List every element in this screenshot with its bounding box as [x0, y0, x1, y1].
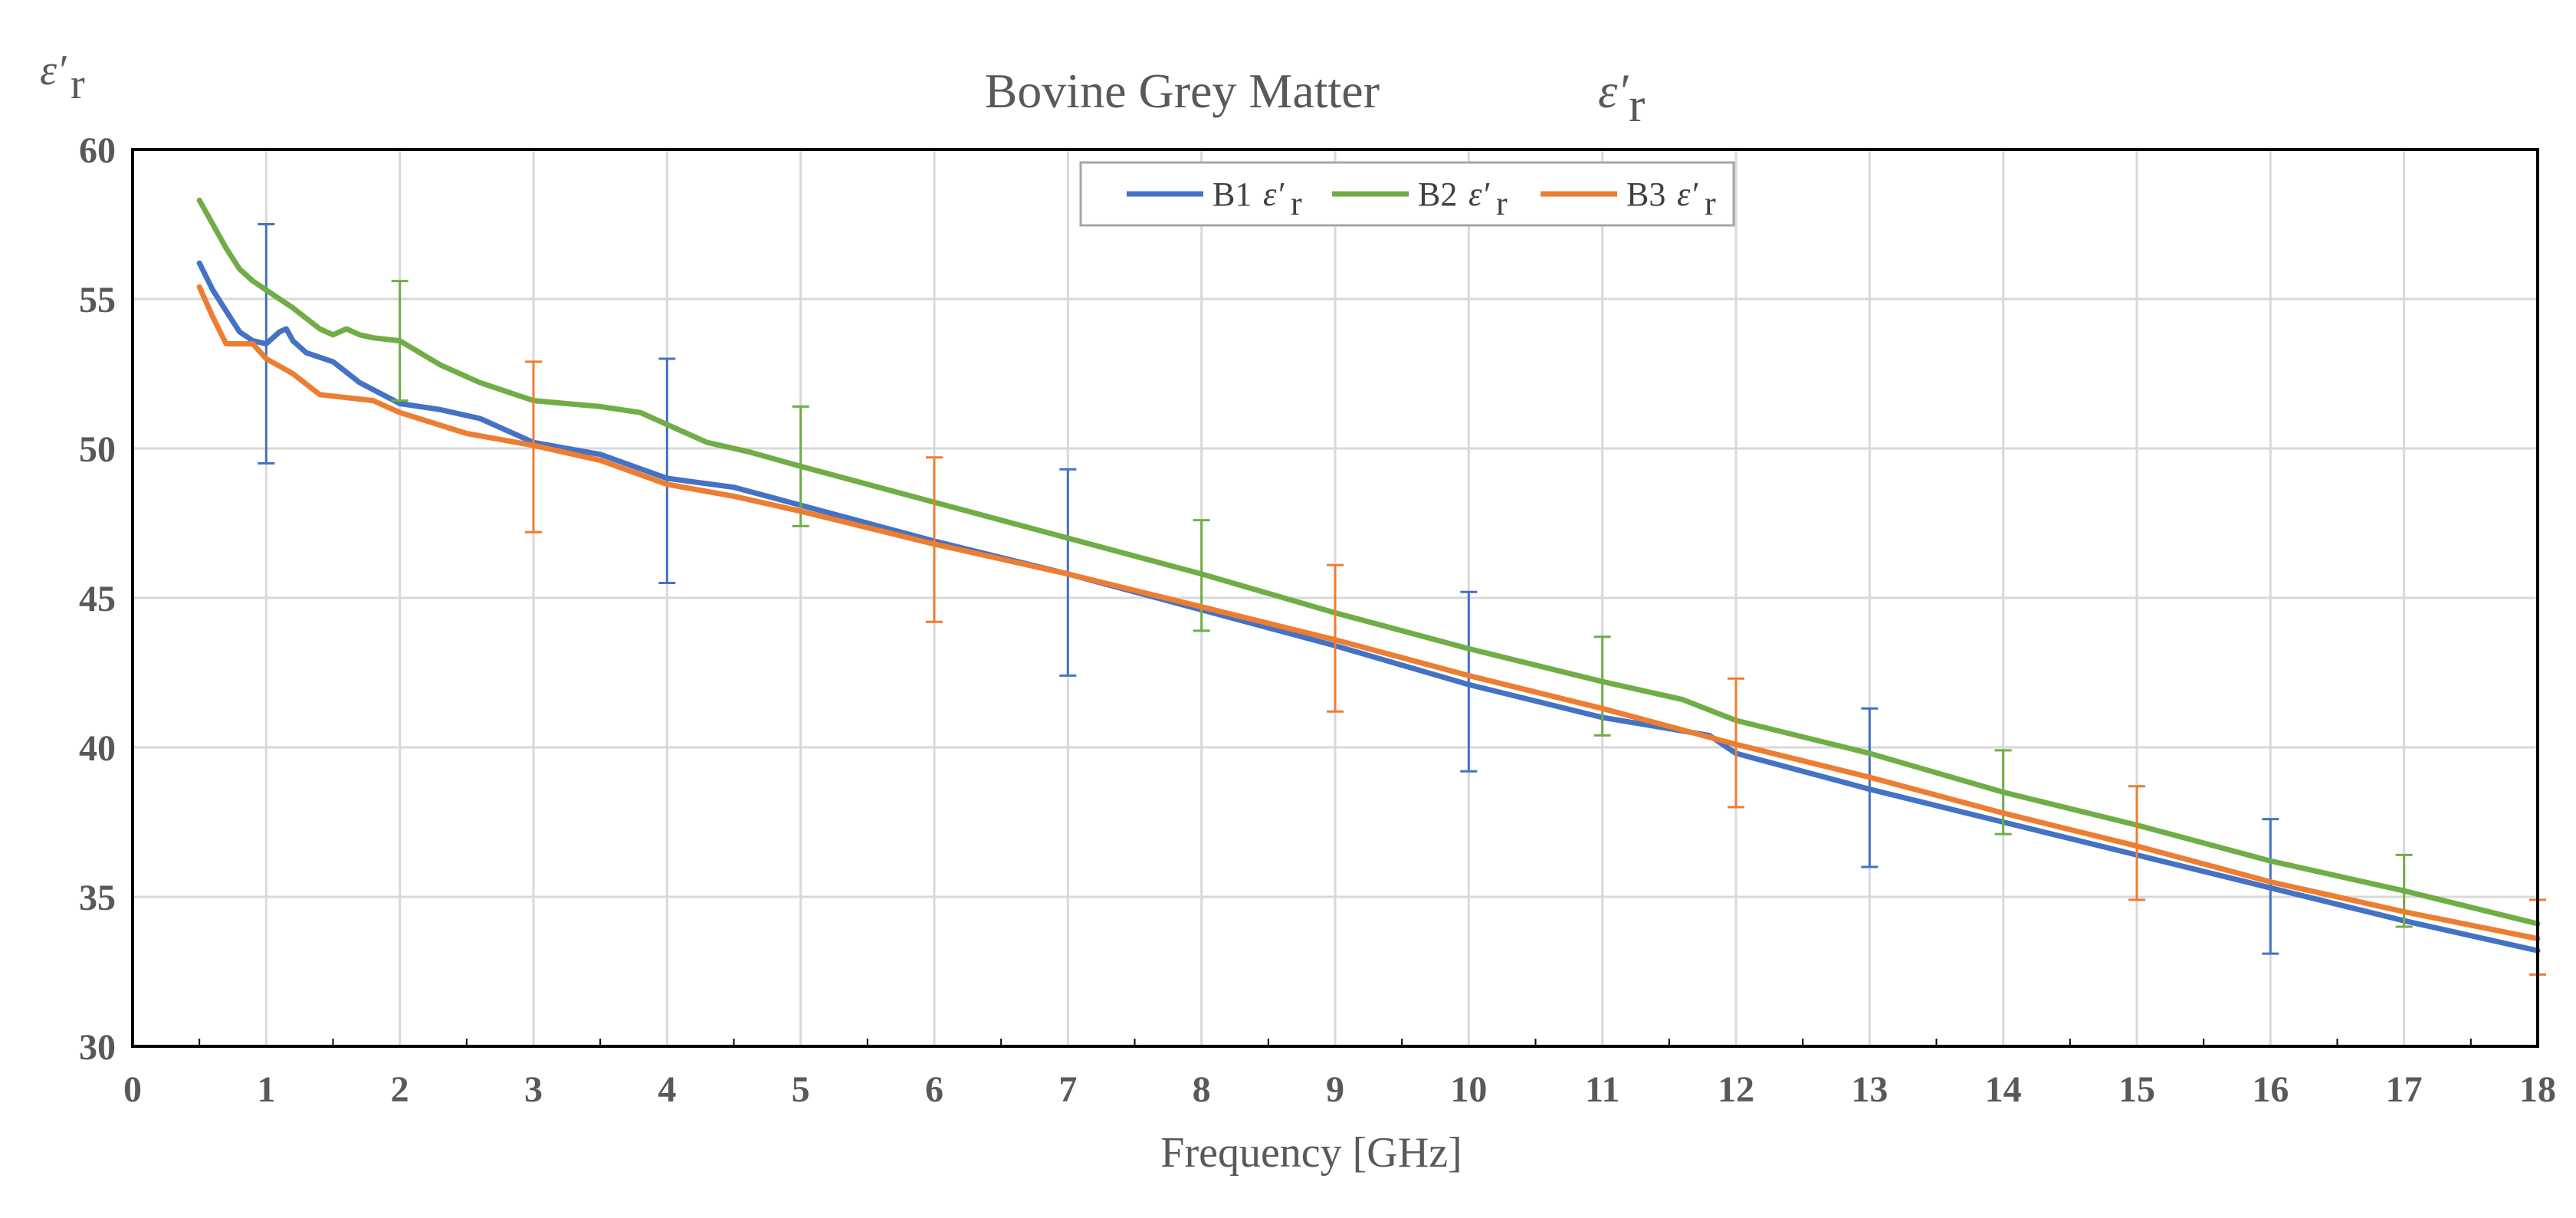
legend-item-b2: B2 ε′ r — [1332, 176, 1508, 222]
legend-label-b3: B3 — [1626, 176, 1665, 213]
error-bar-b3-15 — [2128, 785, 2145, 901]
tick-labels: 0 1 2 3 4 5 6 7 8 9 10 11 12 13 14 15 16 17 18303540455055… — [79, 130, 2556, 1110]
y-tick-label-50: 50 — [79, 429, 116, 470]
error-bar-b2-11 — [1593, 635, 1611, 737]
legend-item-b1: B1 ε′ r — [1127, 176, 1302, 222]
series-b1 — [196, 223, 2541, 955]
error-bar-b2-8 — [1193, 519, 1210, 632]
legend-symbol-b3: ε′ — [1677, 176, 1698, 213]
x-tick-label-3: 3 — [524, 1069, 543, 1110]
error-bar-b1-16 — [2262, 818, 2279, 955]
plot-area — [196, 197, 2546, 976]
error-bar-b1-1 — [258, 223, 275, 465]
legend-symbol-sub-b1: r — [1291, 185, 1302, 222]
error-bar-b2-5 — [792, 405, 809, 527]
x-tick-label-9: 9 — [1326, 1069, 1344, 1110]
chart-title-symbol: ε′ — [1598, 64, 1629, 118]
y-tick-label-30: 30 — [79, 1027, 116, 1068]
legend-symbol-sub-b3: r — [1705, 185, 1716, 222]
x-tick-label-5: 5 — [792, 1069, 810, 1110]
legend: B1 ε′ r B2 ε′ r B3 ε′ r — [1079, 161, 1735, 227]
series-line-b1 — [196, 260, 2541, 954]
legend-label-b2: B2 — [1418, 176, 1457, 213]
error-bar-b1-10 — [1460, 590, 1478, 773]
x-tick-label-17: 17 — [2386, 1069, 2423, 1110]
chart-title-symbol-sub: r — [1629, 77, 1645, 132]
x-tick-label-1: 1 — [257, 1069, 275, 1110]
grid — [133, 149, 2538, 1046]
series-line-b3 — [196, 284, 2541, 942]
error-bar-b2-14 — [1994, 749, 2012, 836]
plot-border — [131, 148, 2539, 1048]
error-bar-b3-3 — [525, 360, 542, 533]
y-tick-label-55: 55 — [79, 280, 116, 320]
error-bar-b1-4 — [658, 357, 676, 584]
x-tick-label-16: 16 — [2252, 1069, 2289, 1110]
x-tick-label-11: 11 — [1585, 1069, 1619, 1110]
x-tick-label-10: 10 — [1450, 1069, 1487, 1110]
y-tick-label-60: 60 — [79, 130, 116, 171]
axes — [131, 148, 2539, 1048]
legend-symbol-b1: ε′ — [1263, 176, 1285, 213]
x-tick-label-7: 7 — [1058, 1069, 1077, 1110]
y-axis-label-sub: r — [71, 61, 85, 108]
x-tick-label-13: 13 — [1851, 1069, 1888, 1110]
error-bar-b3-12 — [1728, 677, 1744, 809]
y-axis-label: ε′ — [40, 47, 67, 94]
y-tick-label-40: 40 — [79, 728, 116, 769]
x-tick-label-2: 2 — [391, 1069, 409, 1110]
error-bar-b2-2 — [391, 280, 409, 402]
x-tick-label-4: 4 — [658, 1069, 676, 1110]
legend-symbol-sub-b2: r — [1496, 185, 1508, 222]
y-tick-label-45: 45 — [79, 579, 116, 619]
x-axis-label: Frequency [GHz] — [1160, 1129, 1462, 1177]
x-tick-label-12: 12 — [1718, 1069, 1754, 1110]
series-b2 — [196, 197, 2541, 928]
x-tick-label-0: 0 — [123, 1069, 142, 1110]
error-bar-b2-17 — [2395, 853, 2413, 928]
chart-title: Bovine Grey Matter — [985, 64, 1380, 118]
x-tick-label-8: 8 — [1193, 1069, 1211, 1110]
x-tick-label-18: 18 — [2519, 1069, 2556, 1110]
legend-symbol-b2: ε′ — [1468, 176, 1490, 213]
legend-label-b1: B1 — [1213, 176, 1252, 213]
error-bar-b3-9 — [1327, 563, 1344, 713]
x-tick-label-15: 15 — [2118, 1069, 2155, 1110]
series-line-b2 — [196, 197, 2541, 927]
x-tick-label-6: 6 — [925, 1069, 943, 1110]
legend-item-b3: B3 ε′ r — [1541, 176, 1716, 222]
error-bar-b1-13 — [1861, 707, 1879, 868]
error-bar-b3-6 — [926, 456, 943, 623]
y-tick-label-35: 35 — [79, 878, 116, 918]
x-tick-label-14: 14 — [1985, 1069, 2022, 1110]
